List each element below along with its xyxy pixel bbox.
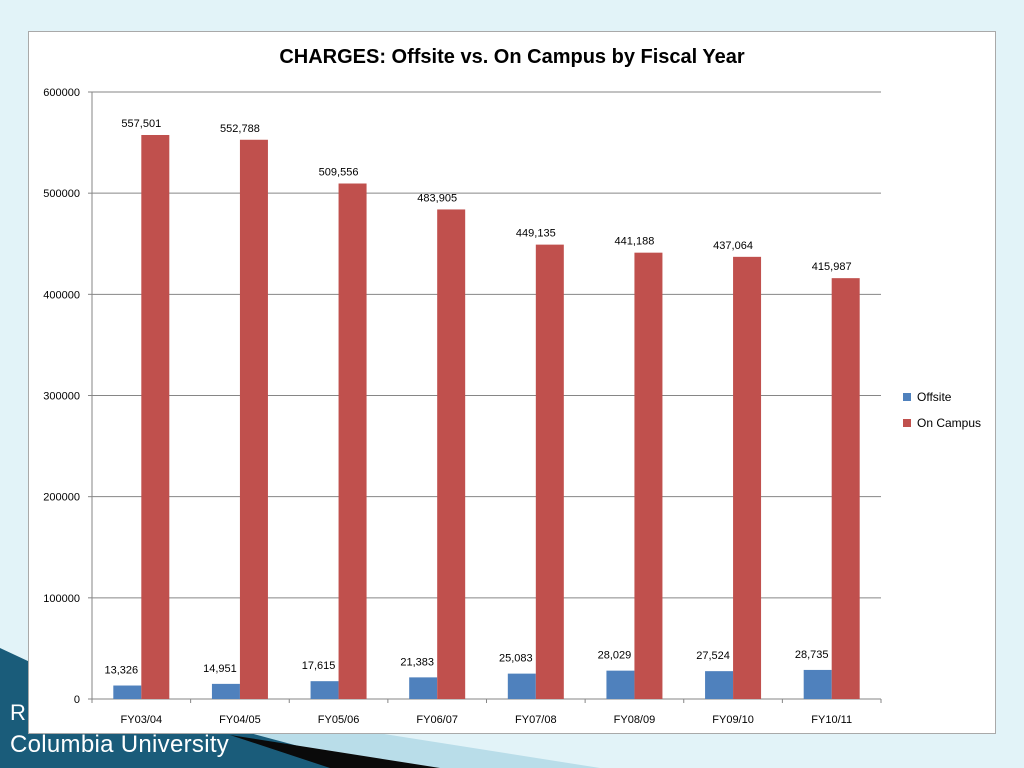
y-tick-label: 400000 — [43, 289, 80, 301]
x-category-label: FY07/08 — [515, 714, 557, 726]
bar-offsite — [803, 669, 832, 699]
x-category-label: FY09/10 — [712, 714, 754, 726]
y-tick-label: 600000 — [43, 87, 80, 99]
legend: Offsite On Campus — [903, 384, 981, 436]
bar-on-campus — [733, 256, 762, 699]
data-label-on-campus: 483,905 — [417, 192, 457, 204]
x-category-label: FY04/05 — [219, 714, 261, 726]
x-category-label: FY08/09 — [614, 714, 656, 726]
data-label-on-campus: 552,788 — [220, 123, 260, 135]
legend-label-on-campus: On Campus — [917, 416, 982, 430]
legend-item-offsite: Offsite — [903, 384, 981, 410]
data-label-offsite: 13,326 — [104, 665, 138, 677]
x-category-label: FY05/06 — [318, 714, 360, 726]
data-label-on-campus: 557,501 — [121, 118, 161, 130]
y-tick-label: 0 — [74, 694, 80, 706]
data-label-offsite: 21,383 — [400, 656, 434, 668]
footer-organization: Columbia University — [10, 731, 230, 758]
y-tick-label: 100000 — [43, 593, 80, 605]
x-category-label: FY03/04 — [121, 714, 163, 726]
bar-offsite — [113, 685, 142, 699]
data-label-on-campus: 509,556 — [319, 166, 359, 178]
data-label-offsite: 27,524 — [696, 650, 730, 662]
bar-offsite — [310, 681, 339, 699]
legend-item-on-campus: On Campus — [903, 410, 981, 436]
data-label-offsite: 28,029 — [598, 650, 632, 662]
chart-panel: CHARGES: Offsite vs. On Campus by Fiscal… — [28, 31, 996, 734]
chart-title: CHARGES: Offsite vs. On Campus by Fiscal… — [279, 46, 745, 68]
data-label-on-campus: 415,987 — [812, 261, 852, 273]
footer-band-dark — [0, 648, 380, 768]
footer-title-fragment: R — [10, 700, 26, 725]
bar-chart: 0 100000 200000 300000 400000 500000 600000 FY0… — [43, 87, 882, 726]
data-label-on-campus: 437,064 — [713, 240, 753, 252]
x-category-label: FY06/07 — [416, 714, 458, 726]
bar-offsite — [211, 683, 240, 699]
bar-offsite — [606, 670, 635, 699]
y-tick-label: 200000 — [43, 492, 80, 504]
bar-offsite — [507, 673, 536, 699]
legend-label-offsite: Offsite — [917, 390, 952, 404]
y-tick-label: 300000 — [43, 391, 80, 403]
bar-on-campus — [535, 244, 564, 699]
bar-on-campus — [437, 209, 466, 699]
bar-on-campus — [831, 278, 860, 699]
data-label-offsite: 17,615 — [302, 660, 336, 672]
y-tick-label: 500000 — [43, 188, 80, 200]
bar-on-campus — [141, 134, 170, 699]
data-label-on-campus: 449,135 — [516, 228, 556, 240]
bar-on-campus — [338, 183, 367, 700]
footer-band-black — [230, 735, 440, 768]
bar-offsite — [705, 671, 734, 699]
bar-on-campus — [634, 252, 663, 700]
bar-on-campus — [239, 139, 268, 699]
data-label-offsite: 14,951 — [203, 663, 237, 675]
legend-swatch-offsite — [903, 393, 911, 401]
legend-swatch-on-campus — [903, 419, 911, 427]
data-label-offsite: 25,083 — [499, 653, 533, 665]
data-label-offsite: 28,735 — [795, 649, 829, 661]
bar-offsite — [409, 677, 438, 699]
x-category-label: FY10/11 — [811, 714, 852, 726]
data-label-on-campus: 441,188 — [615, 236, 655, 248]
